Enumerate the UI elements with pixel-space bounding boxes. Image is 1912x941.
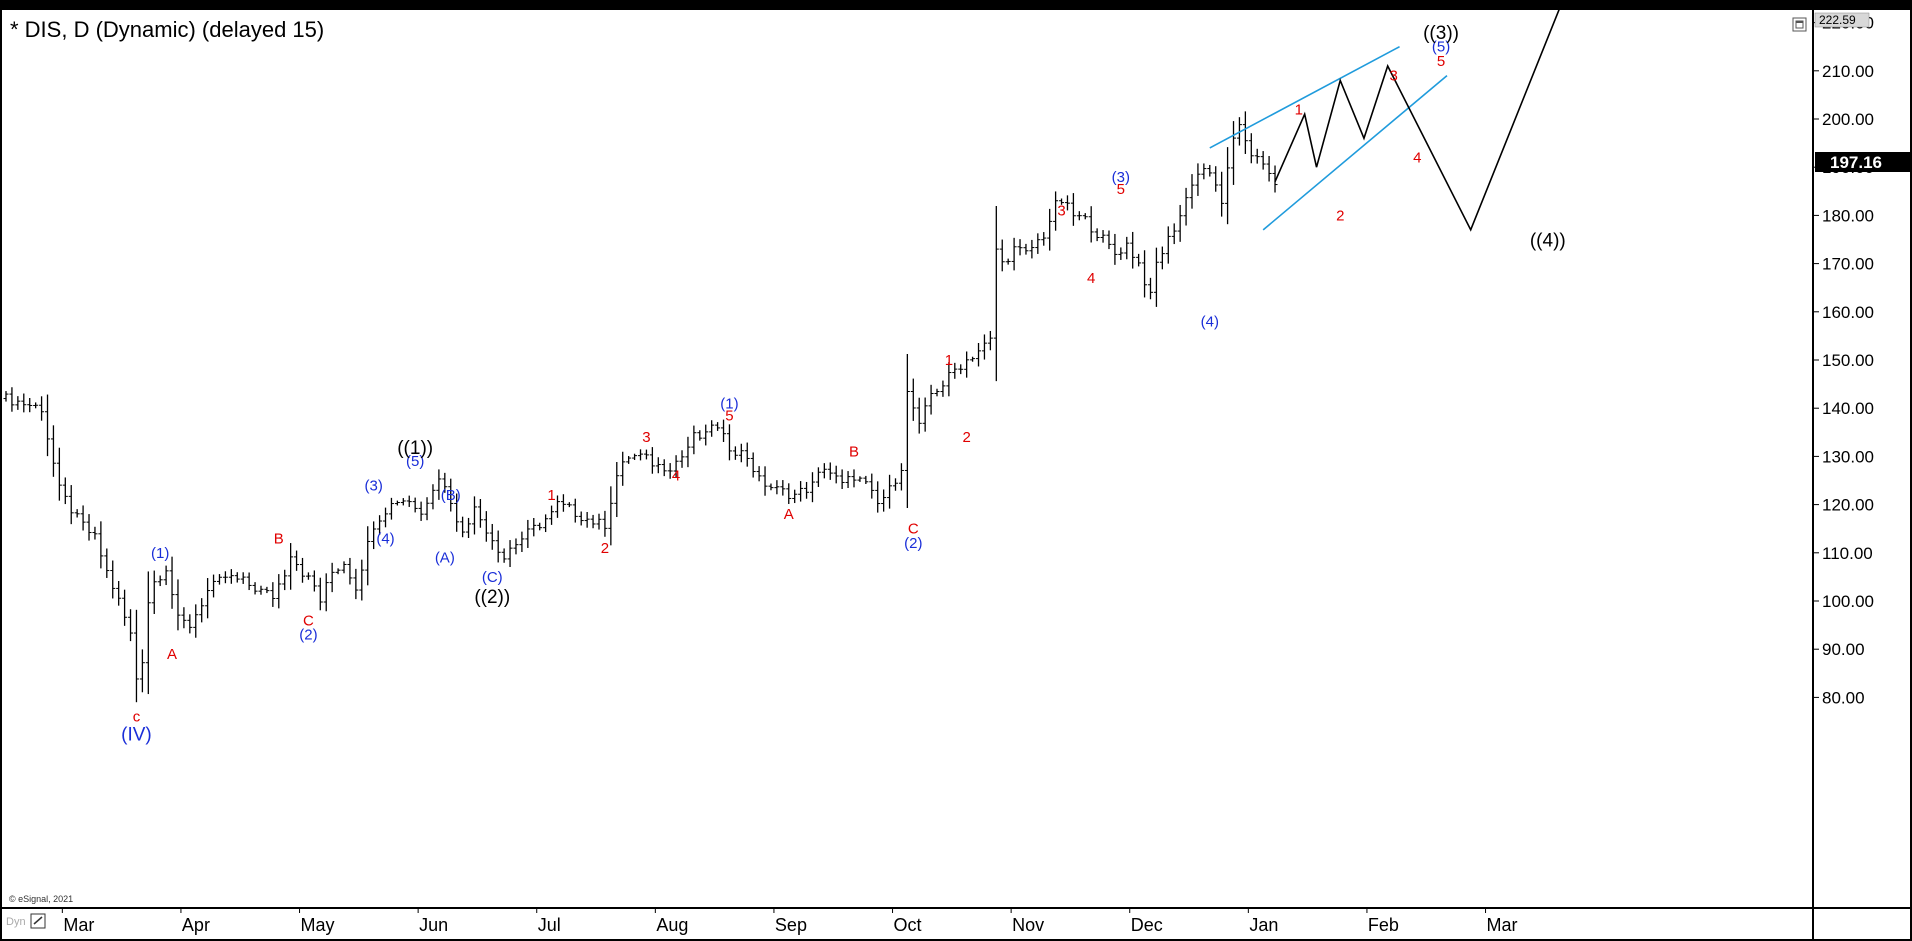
wave-label: A — [167, 646, 177, 663]
projection-path — [1274, 7, 1561, 232]
copyright-label: © eSignal, 2021 — [9, 894, 73, 904]
axis-corner-pane — [1814, 909, 1910, 939]
wave-label: 4 — [672, 468, 680, 485]
y-tick-label: 80.00 — [1822, 688, 1865, 707]
chart-title: * DIS, D (Dynamic) (delayed 15) — [10, 17, 324, 42]
wave-label: 5 — [1117, 181, 1125, 198]
wave-label: 4 — [1413, 150, 1421, 167]
wave-label: 1 — [945, 352, 953, 369]
wedge-channel — [1209, 45, 1448, 231]
wave-label: (2) — [904, 535, 922, 552]
x-tick-label: Jun — [419, 915, 448, 935]
wave-label: c — [133, 709, 141, 726]
wave-label: (3) — [1112, 169, 1130, 186]
wave-label: 3 — [642, 429, 650, 446]
wave-label: 2 — [1336, 207, 1344, 224]
wave-label: B — [849, 444, 859, 461]
time-axis-pane — [2, 909, 1812, 939]
maximize-icon[interactable] — [1792, 17, 1807, 32]
y-tick-label: 170.00 — [1822, 255, 1874, 274]
y-tick-label: 100.00 — [1822, 592, 1874, 611]
wave-label: 5 — [1437, 53, 1445, 70]
top-price-tag-text: 222.59 — [1819, 13, 1856, 27]
wave-label: 3 — [1057, 203, 1065, 220]
wave-label: ((1)) — [397, 438, 433, 459]
channel-line — [1209, 45, 1400, 149]
dyn-corner-label: Dyn — [6, 916, 26, 928]
y-tick-label: 200.00 — [1822, 110, 1874, 129]
y-tick-label: 210.00 — [1822, 62, 1874, 81]
wave-label: (C) — [482, 569, 503, 586]
top-price-tag — [1814, 12, 1870, 28]
x-tick-label: Oct — [894, 915, 922, 935]
wave-label: (1) — [720, 395, 738, 412]
x-tick-label: Jul — [538, 915, 561, 935]
wave-label: ((3)) — [1423, 23, 1459, 44]
wave-label: 2 — [601, 540, 609, 557]
wave-label: 3 — [1389, 68, 1397, 85]
wave-label: (3) — [364, 477, 382, 494]
wave-label: (IV) — [121, 725, 152, 746]
wave-label: (1) — [151, 545, 169, 562]
price-axis: 80.00 90.00 100.00 110.00 120.00 130.00 140.00… — [1813, 14, 1874, 707]
x-tick-label: Sep — [775, 915, 807, 935]
x-tick-label: Dec — [1131, 915, 1163, 935]
x-tick-label: Feb — [1368, 915, 1399, 935]
x-tick-label: Jan — [1249, 915, 1278, 935]
x-tick-label: Aug — [656, 915, 688, 935]
time-axis: Mar Apr May Jun Jul Aug Sep Oct Nov Dec Jan Feb Mar — [61, 908, 1518, 935]
wave-label: ((2)) — [474, 587, 510, 608]
wave-label: B — [274, 530, 284, 547]
wave-label: A — [784, 506, 794, 523]
wave-label: (A) — [435, 550, 455, 567]
wave-label: 4 — [1087, 270, 1095, 287]
wave-label: (5) — [1432, 39, 1450, 56]
wave-projection — [1274, 7, 1561, 232]
wave-label: (B) — [441, 487, 461, 504]
wave-label: 1 — [547, 487, 555, 504]
wave-label: (2) — [299, 627, 317, 644]
y-tick-label: 110.00 — [1822, 544, 1873, 563]
current-price-tag-text: 197.16 — [1830, 153, 1882, 172]
wave-label: ((4)) — [1530, 231, 1566, 252]
wave-label: (4) — [376, 530, 394, 547]
y-tick-label: 90.00 — [1822, 640, 1865, 659]
x-tick-label: Apr — [182, 915, 210, 935]
x-tick-label: Nov — [1012, 915, 1044, 935]
wave-label: (5) — [406, 453, 424, 470]
y-tick-label: 140.00 — [1822, 399, 1874, 418]
x-tick-label: May — [301, 915, 335, 935]
wave-label: C — [908, 521, 919, 538]
x-tick-label: Mar — [1487, 915, 1518, 935]
current-price-tag — [1815, 152, 1910, 172]
wave-label: 5 — [725, 407, 733, 424]
y-tick-label: 120.00 — [1822, 496, 1874, 515]
y-tick-label: 150.00 — [1822, 351, 1874, 370]
y-tick-label: 130.00 — [1822, 447, 1874, 466]
wave-label: (4) — [1201, 313, 1219, 330]
channel-line — [1262, 75, 1448, 231]
x-tick-label: Mar — [63, 915, 94, 935]
wave-label: 2 — [962, 429, 970, 446]
y-tick-label: 180.00 — [1822, 206, 1874, 225]
price-bars — [3, 111, 1278, 703]
y-tick-label: 160.00 — [1822, 303, 1874, 322]
wave-label: 1 — [1295, 101, 1303, 118]
wave-label: C — [303, 612, 314, 629]
wave-labels: c(IV)(1)ABC(2)(3)(4)(5)((1))(B)(A)(C)((2… — [121, 23, 1566, 745]
